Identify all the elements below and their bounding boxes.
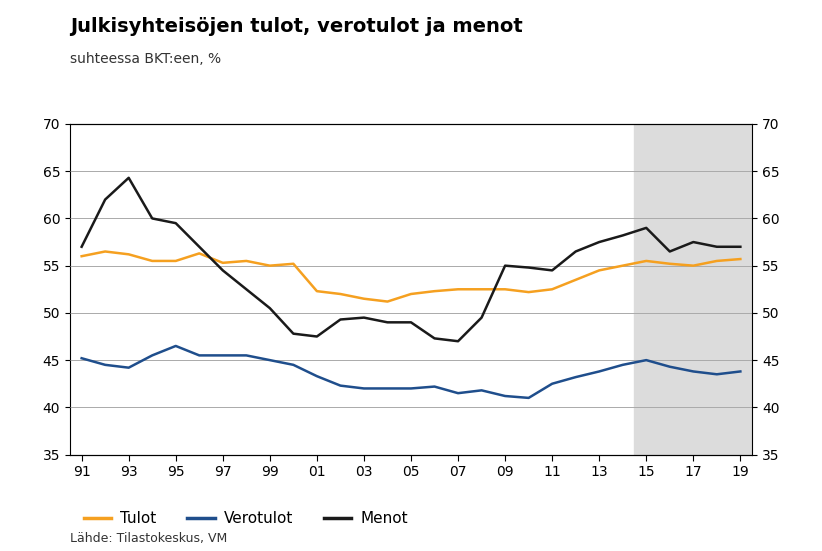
Verotulot [100,361,110,368]
Verotulot [453,390,463,397]
Text: Julkisyhteisöjen tulot, verotulot ja menot: Julkisyhteisöjen tulot, verotulot ja men… [70,17,523,35]
Tulot [430,288,440,294]
Verotulot [641,357,651,364]
Tulot [570,277,580,283]
Tulot [736,256,746,262]
Tulot [594,267,604,274]
Verotulot [312,373,322,380]
Verotulot [289,361,298,368]
Text: suhteessa BKT:een, %: suhteessa BKT:een, % [70,52,221,66]
Verotulot [500,393,510,399]
Verotulot [194,352,204,359]
Tulot [147,258,157,264]
Tulot [194,250,204,257]
Menot [147,215,157,222]
Text: Lähde: Tilastokeskus, VM: Lähde: Tilastokeskus, VM [70,532,227,545]
Menot [76,244,86,250]
Verotulot [124,364,134,371]
Menot [477,314,487,321]
Menot [100,196,110,203]
Tulot [524,289,533,295]
Tulot [665,261,675,267]
Verotulot [406,385,416,392]
Menot [312,333,322,340]
Menot [171,220,181,226]
Verotulot [594,368,604,375]
Verotulot [147,352,157,359]
Legend: Tulot, Verotulot, Menot: Tulot, Verotulot, Menot [77,505,414,532]
Tulot [289,261,298,267]
Verotulot [665,364,675,370]
Menot [547,267,557,274]
Verotulot [736,368,746,375]
Tulot [547,286,557,293]
Menot [289,331,298,337]
Menot [641,225,651,231]
Menot [618,232,628,239]
Menot [712,244,722,250]
Tulot [500,286,510,293]
Verotulot [335,382,345,389]
Tulot [242,258,252,264]
Line: Verotulot: Verotulot [81,346,741,398]
Tulot [265,262,275,269]
Tulot [76,253,86,260]
Verotulot [547,380,557,387]
Menot [382,319,392,326]
Verotulot [265,357,275,364]
Menot [265,305,275,311]
Menot [736,244,746,250]
Verotulot [359,385,369,392]
Tulot [477,286,487,293]
Menot [500,262,510,269]
Verotulot [524,395,533,401]
Verotulot [618,361,628,368]
Verotulot [570,374,580,380]
Tulot [453,286,463,293]
Menot [453,338,463,344]
Line: Menot: Menot [81,178,741,341]
Menot [665,248,675,255]
Menot [124,175,134,181]
Menot [406,319,416,326]
Tulot [335,291,345,298]
Verotulot [430,383,440,390]
Menot [594,239,604,245]
Menot [688,239,698,245]
Menot [570,248,580,255]
Menot [359,314,369,321]
Tulot [124,251,134,258]
Tulot [406,291,416,298]
Tulot [359,295,369,302]
Menot [335,316,345,323]
Tulot [712,258,722,264]
Menot [242,286,252,293]
Menot [524,264,533,271]
Tulot [382,298,392,305]
Menot [218,267,228,274]
Tulot [641,258,651,264]
Bar [635,124,752,455]
Menot [430,335,440,342]
Tulot [171,258,181,264]
Line: Tulot: Tulot [81,251,741,301]
Menot [194,244,204,250]
Tulot [312,288,322,294]
Verotulot [218,352,228,359]
Tulot [688,262,698,269]
Tulot [218,260,228,266]
Verotulot [171,343,181,349]
Verotulot [688,368,698,375]
Verotulot [477,387,487,393]
Verotulot [382,385,392,392]
Verotulot [242,352,252,359]
Tulot [100,248,110,255]
Verotulot [76,355,86,361]
Tulot [618,262,628,269]
Verotulot [712,371,722,377]
